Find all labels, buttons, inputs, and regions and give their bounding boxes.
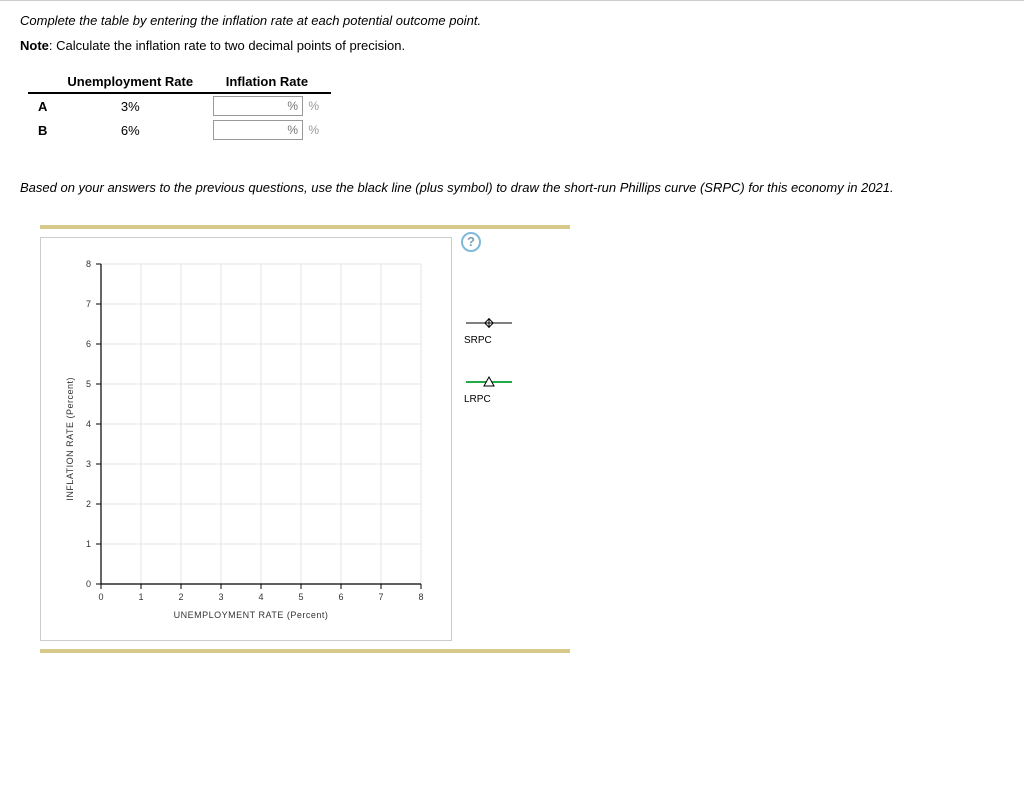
- instruction-text-2: Based on your answers to the previous qu…: [20, 180, 920, 195]
- inflation-table: Unemployment Rate Inflation Rate A 3% % …: [28, 71, 331, 142]
- inflation-input-a[interactable]: [213, 96, 303, 116]
- chart-panel: ? INFLATION RATE (Percent) 0123456780123…: [40, 237, 452, 641]
- row-b-unemp: 6%: [57, 118, 203, 142]
- svg-text:6: 6: [86, 339, 91, 349]
- svg-text:4: 4: [258, 592, 263, 602]
- svg-text:2: 2: [86, 499, 91, 509]
- svg-text:7: 7: [86, 299, 91, 309]
- svg-text:0: 0: [86, 579, 91, 589]
- row-label-a: A: [28, 93, 57, 118]
- table-header-unemployment: Unemployment Rate: [57, 71, 203, 93]
- lrpc-icon: [464, 376, 514, 388]
- legend-label-srpc: SRPC: [464, 335, 514, 346]
- chart-plot-area[interactable]: 0 1 2 3 4 5 6 7 8 0 1 2 3 4 5 6 7 8: [75, 258, 427, 608]
- svg-text:6: 6: [338, 592, 343, 602]
- svg-text:1: 1: [86, 539, 91, 549]
- instruction-text: Complete the table by entering the infla…: [20, 13, 1004, 28]
- legend-label-lrpc: LRPC: [464, 394, 514, 405]
- chart-y-axis-label: INFLATION RATE (Percent): [61, 377, 75, 501]
- table-header-inflation: Inflation Rate: [203, 71, 331, 93]
- svg-text:2: 2: [178, 592, 183, 602]
- svg-text:5: 5: [86, 379, 91, 389]
- percent-label: %: [307, 99, 321, 113]
- table-row: B 6% %: [28, 118, 331, 142]
- svg-text:8: 8: [418, 592, 423, 602]
- table-header-blank: [28, 71, 57, 93]
- svg-text:3: 3: [86, 459, 91, 469]
- svg-text:0: 0: [98, 592, 103, 602]
- decorative-bar-top: [40, 225, 570, 229]
- chart-x-axis-label: UNEMPLOYMENT RATE (Percent): [75, 610, 427, 620]
- chart-legend: SRPC LRPC: [464, 237, 514, 435]
- help-icon[interactable]: ?: [461, 232, 481, 252]
- legend-item-lrpc[interactable]: LRPC: [464, 376, 514, 405]
- legend-item-srpc[interactable]: SRPC: [464, 317, 514, 346]
- note-text: Note: Calculate the inflation rate to tw…: [20, 38, 1004, 53]
- inflation-input-b[interactable]: [213, 120, 303, 140]
- svg-text:8: 8: [86, 259, 91, 269]
- srpc-icon: [464, 317, 514, 329]
- svg-text:7: 7: [378, 592, 383, 602]
- decorative-bar-bottom: [40, 649, 570, 653]
- percent-label: %: [307, 123, 321, 137]
- row-label-b: B: [28, 118, 57, 142]
- svg-text:3: 3: [218, 592, 223, 602]
- svg-text:5: 5: [298, 592, 303, 602]
- row-a-unemp: 3%: [57, 93, 203, 118]
- table-row: A 3% %: [28, 93, 331, 118]
- svg-text:4: 4: [86, 419, 91, 429]
- svg-text:1: 1: [138, 592, 143, 602]
